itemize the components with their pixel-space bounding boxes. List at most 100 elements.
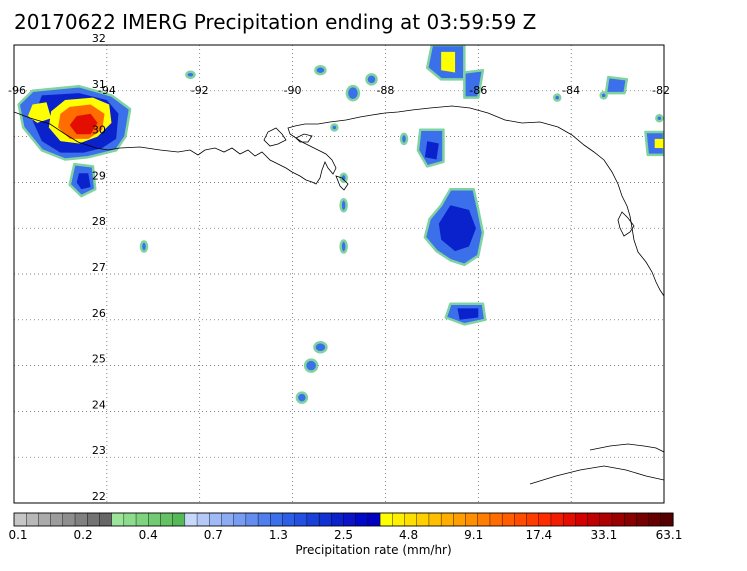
precip-cell-scattered (599, 91, 608, 100)
colorbar-swatch (623, 512, 637, 527)
colorbar-swatch (379, 512, 393, 527)
colorbar-swatch (318, 512, 332, 527)
colorbar-swatch (428, 512, 442, 527)
colorbar-frame (13, 512, 674, 527)
colorbar-tick-label: 33.1 (590, 528, 618, 542)
colorbar-swatch (343, 512, 357, 527)
precip-cell-scattered (399, 132, 409, 146)
precip-cell-scattered (303, 358, 319, 373)
longitude-label: -96 (8, 84, 26, 97)
precip-cell-florida (654, 138, 664, 149)
colorbar-swatch (416, 512, 430, 527)
latitude-label: 23 (92, 444, 106, 457)
colorbar-label: Precipitation rate (mm/hr) (295, 543, 452, 557)
colorbar-swatch (123, 512, 137, 527)
mississippi-delta-outline (335, 175, 349, 191)
colorbar-tick-label: 17.4 (525, 528, 553, 542)
precip-cell-scattered (339, 198, 348, 213)
longitude-label: -92 (191, 84, 209, 97)
colorbar-swatch (501, 512, 515, 527)
colorbar-swatch (184, 512, 198, 527)
colorbar-swatch (453, 512, 467, 527)
colorbar-swatch (294, 512, 308, 527)
precip-cell-scattered (330, 123, 339, 132)
latitude-label: 29 (92, 169, 106, 182)
colorbar-swatch (489, 512, 503, 527)
colorbar-swatch (245, 512, 259, 527)
colorbar-tick-label: 0.2 (73, 528, 93, 542)
colorbar-swatch (50, 512, 64, 527)
colorbar-tick-label: 0.7 (203, 528, 223, 542)
tampa-bay-outline (617, 211, 635, 237)
colorbar-swatch (148, 512, 162, 527)
colorbar-tick-label: 9.1 (464, 528, 484, 542)
latitude-label: 28 (92, 215, 106, 228)
precip-cell-scattered (313, 341, 328, 354)
map-frame (13, 44, 665, 504)
colorbar-swatch (99, 512, 113, 527)
colorbar-swatch (331, 512, 345, 527)
louisiana-marsh-outline (263, 127, 287, 147)
latitude-label: 24 (92, 398, 106, 411)
precip-cell-florida (604, 75, 629, 95)
colorbar-swatch (526, 512, 540, 527)
colorbar (13, 512, 674, 527)
colorbar-tick-label: 4.8 (399, 528, 419, 542)
colorbar-swatch (196, 512, 210, 527)
precip-cell-scattered (552, 93, 562, 102)
latitude-label: 22 (92, 490, 106, 503)
colorbar-swatch (209, 512, 223, 527)
precipitation-field (17, 45, 664, 404)
longitude-label: -94 (98, 84, 116, 97)
colorbar-swatch (392, 512, 406, 527)
precip-cell-central-gulf (438, 205, 476, 252)
colorbar-swatch (257, 512, 271, 527)
colorbar-swatch (562, 512, 576, 527)
precip-cell-alabama (441, 51, 456, 73)
colorbar-swatch (404, 512, 418, 527)
precip-cell-scattered (314, 64, 327, 76)
longitude-label: -84 (562, 84, 580, 97)
colorbar-swatch (160, 512, 174, 527)
precip-cell-texas (27, 102, 52, 123)
colorbar-swatch (367, 512, 381, 527)
longitude-label: -90 (284, 84, 302, 97)
colorbar-swatch (62, 512, 76, 527)
longitude-label: -86 (469, 84, 487, 97)
colorbar-swatch (587, 512, 601, 527)
colorbar-swatch (599, 512, 613, 527)
longitude-label: -88 (376, 84, 394, 97)
cuba-coast-outline (529, 465, 664, 485)
page-title: 20170622 IMERG Precipitation ending at 0… (14, 10, 537, 34)
colorbar-swatch (550, 512, 564, 527)
colorbar-swatch (575, 512, 589, 527)
precip-cell-galveston (76, 173, 91, 190)
florida-keys-outline (589, 443, 664, 453)
colorbar-swatch (111, 512, 125, 527)
colorbar-swatch (538, 512, 552, 527)
precip-cell-alabama (463, 68, 485, 99)
latitude-label: 25 (92, 353, 106, 366)
colorbar-swatch (13, 512, 27, 527)
colorbar-swatch (440, 512, 454, 527)
colorbar-swatch (306, 512, 320, 527)
precip-cell-scattered (345, 84, 361, 102)
colorbar-tick-label: 63.1 (655, 528, 683, 542)
colorbar-swatch (87, 512, 101, 527)
precip-cell-pensacola-offshore (424, 141, 439, 160)
latitude-label: 26 (92, 307, 106, 320)
lake-pontchartrain-outline (295, 133, 313, 143)
colorbar-swatch (660, 512, 674, 527)
longitude-label: -82 (652, 84, 670, 97)
precip-cell-scattered (339, 239, 348, 254)
gulf-coastline (14, 105, 664, 297)
precip-cell-scattered (139, 240, 149, 253)
colorbar-tick-label: 1.3 (268, 528, 288, 542)
colorbar-swatch (74, 512, 88, 527)
colorbar-tick-label: 0.1 (8, 528, 28, 542)
colorbar-tick-label: 2.5 (333, 528, 354, 542)
latitude-label: 32 (92, 32, 106, 45)
colorbar-swatch (611, 512, 625, 527)
precip-cell-scattered (185, 70, 196, 80)
precip-cell-south-gulf (457, 308, 479, 320)
